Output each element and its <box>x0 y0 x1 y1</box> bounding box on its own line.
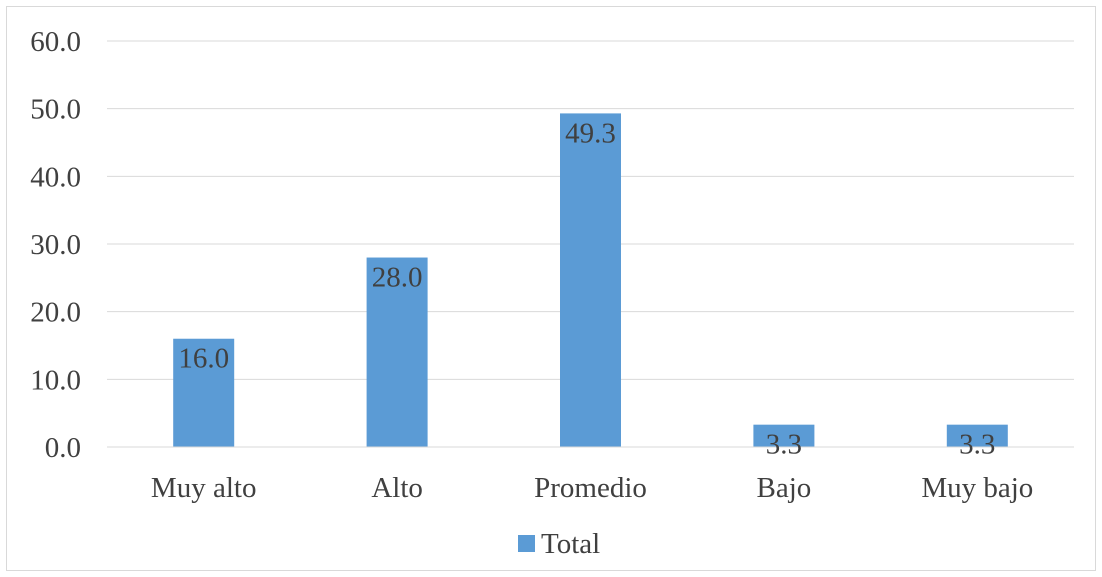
y-tick-label: 0.0 <box>45 432 81 464</box>
bar <box>753 424 815 447</box>
y-axis-tick-labels: 0.0 10.0 20.0 30.0 40.0 50.0 60.0 <box>30 26 81 464</box>
legend: Total <box>518 528 600 560</box>
y-tick-label: 20.0 <box>30 297 81 329</box>
bar <box>366 257 428 447</box>
y-tick-label: 30.0 <box>30 229 81 261</box>
legend-label: Total <box>541 528 600 560</box>
data-label: 28.0 <box>372 262 423 294</box>
x-category-label: Muy alto <box>151 472 257 504</box>
legend-swatch <box>518 535 535 552</box>
bar <box>560 113 621 448</box>
data-label: 49.3 <box>565 117 616 149</box>
x-category-label: Alto <box>371 472 423 504</box>
x-category-label: Muy bajo <box>921 472 1033 504</box>
data-labels: 16.0 28.0 49.3 3.3 3.3 <box>178 117 995 460</box>
y-tick-label: 10.0 <box>30 364 81 396</box>
bar <box>173 338 235 447</box>
bar <box>946 424 1008 447</box>
x-axis-category-labels: Muy alto Alto Promedio Bajo Muy bajo <box>151 472 1033 504</box>
x-category-label: Promedio <box>534 472 647 504</box>
data-label: 16.0 <box>178 343 229 375</box>
y-tick-label: 40.0 <box>30 161 81 193</box>
data-label: 3.3 <box>766 429 802 461</box>
x-category-label: Bajo <box>757 472 812 504</box>
y-tick-label: 60.0 <box>30 26 81 58</box>
y-tick-label: 50.0 <box>30 94 81 126</box>
data-label: 3.3 <box>959 429 995 461</box>
bars <box>173 113 1008 448</box>
chart-frame <box>6 6 1096 571</box>
